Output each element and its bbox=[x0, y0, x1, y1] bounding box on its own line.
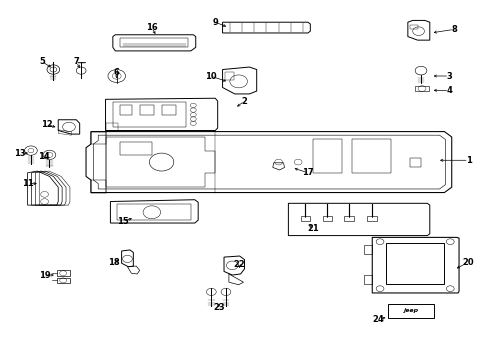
Text: 4: 4 bbox=[446, 86, 451, 95]
Text: 23: 23 bbox=[213, 303, 224, 312]
Text: 10: 10 bbox=[204, 72, 216, 81]
Text: 3: 3 bbox=[446, 72, 451, 81]
Text: 16: 16 bbox=[146, 23, 158, 32]
Text: 7: 7 bbox=[73, 57, 79, 66]
Text: 12: 12 bbox=[41, 120, 53, 129]
Text: 22: 22 bbox=[233, 260, 245, 269]
Text: 8: 8 bbox=[450, 25, 456, 34]
Text: 20: 20 bbox=[461, 258, 473, 267]
Text: 24: 24 bbox=[372, 315, 384, 324]
Text: 18: 18 bbox=[108, 258, 120, 267]
Text: 5: 5 bbox=[39, 57, 45, 66]
Text: 21: 21 bbox=[306, 224, 318, 233]
Text: 15: 15 bbox=[117, 217, 128, 226]
Text: 13: 13 bbox=[14, 149, 26, 158]
Text: 9: 9 bbox=[212, 18, 218, 27]
Text: 2: 2 bbox=[241, 96, 247, 105]
Text: 14: 14 bbox=[38, 152, 49, 161]
Text: 6: 6 bbox=[114, 68, 120, 77]
Text: jeep: jeep bbox=[403, 309, 418, 314]
Text: 19: 19 bbox=[39, 270, 50, 279]
Text: 11: 11 bbox=[21, 179, 33, 188]
Text: 17: 17 bbox=[302, 168, 313, 177]
Text: 1: 1 bbox=[465, 156, 471, 165]
